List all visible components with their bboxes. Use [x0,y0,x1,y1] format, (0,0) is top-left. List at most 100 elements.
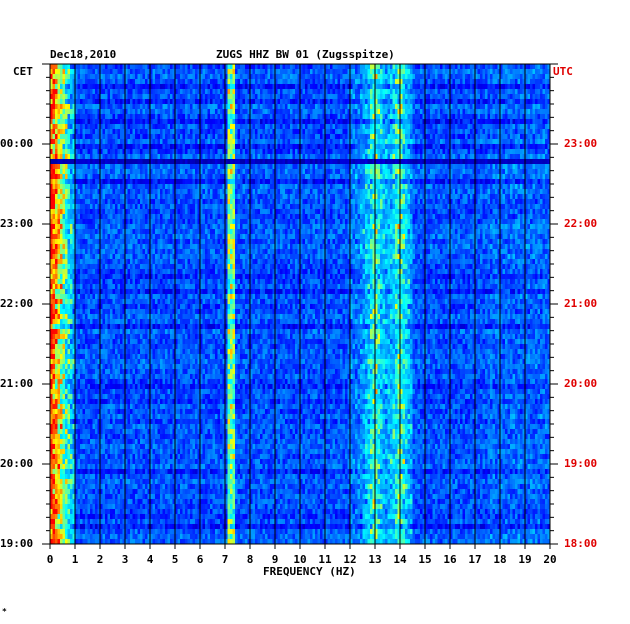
spectrogram-cell [480,89,483,95]
spectrogram-cell [292,179,296,185]
spectrogram-cell [240,69,243,75]
spectrogram-cell [435,144,438,150]
spectrogram-cell [77,114,81,120]
spectrogram-cell [105,144,108,150]
spectrogram-cell [255,79,258,85]
spectrogram-cell [360,94,363,100]
spectrogram-cell [225,179,228,185]
spectrogram-cell [85,134,88,140]
spectrogram-cell [477,174,481,180]
spectrogram-cell [365,134,368,140]
spectrogram-cell [330,129,333,135]
spectrogram-cell [310,119,313,125]
spectrogram-cell [425,164,428,170]
spectrogram-cell [182,99,186,105]
spectrogram-cell [495,79,498,85]
spectrogram-cell [530,184,533,190]
spectrogram-cell [65,149,68,155]
spectrogram-cell [322,169,326,175]
spectrogram-cell [242,69,246,75]
spectrogram-cell [147,109,151,115]
spectrogram-cell [427,119,431,125]
spectrogram-cell [65,129,68,135]
spectrogram-cell [182,169,186,175]
spectrogram-cell [145,74,148,80]
spectrogram-cell [207,134,211,140]
spectrogram-cell [120,114,123,120]
spectrogram-cell [222,129,226,135]
spectrogram-cell [197,174,201,180]
spectrogram-cell [457,119,461,125]
spectrogram-cell [210,69,213,75]
spectrogram-cell [250,164,253,170]
spectrogram-cell [70,114,73,120]
spectrogram-cell [435,94,438,100]
spectrogram-cell [215,129,218,135]
spectrogram-cell [140,124,143,130]
spectrogram-cell [170,164,173,170]
spectrogram-cell [227,164,231,170]
spectrogram-cell [192,169,196,175]
spectrogram-cell [217,139,221,145]
spectrogram-cell [545,179,548,185]
spectrogram-cell [157,144,161,150]
spectrogram-cell [367,134,371,140]
spectrogram-cell [70,89,73,95]
spectrogram-cell [480,184,483,190]
spectrogram-cell [225,109,228,115]
spectrogram-cell [315,74,318,80]
spectrogram-cell [267,179,271,185]
spectrogram-cell [497,144,501,150]
spectrogram-cell [477,134,481,140]
spectrogram-cell [210,124,213,130]
spectrogram-cell [347,64,351,70]
spectrogram-cell [242,64,246,70]
spectrogram-cell [197,169,201,175]
spectrogram-cell [220,64,223,70]
spectrogram-cell [397,129,401,135]
spectrogram-cell [185,84,188,90]
spectrogram-cell [67,94,71,100]
spectrogram-cell [240,159,243,165]
spectrogram-cell [302,64,306,70]
spectrogram-cell [402,69,406,75]
spectrogram-cell [55,74,58,80]
spectrogram-cell [477,114,481,120]
spectrogram-cell [467,104,471,110]
spectrogram-cell [380,179,383,185]
spectrogram-cell [137,64,141,70]
spectrogram-cell [307,79,311,85]
spectrogram-cell [465,89,468,95]
spectrogram-cell [55,104,58,110]
spectrogram-cell [312,149,316,155]
spectrogram-cell [185,64,188,70]
spectrogram-cell [177,89,181,95]
spectrogram-cell [162,109,166,115]
spectrogram-cell [367,169,371,175]
spectrogram-cell [157,114,161,120]
spectrogram-cell [130,114,133,120]
spectrogram-cell [197,129,201,135]
spectrogram-cell [287,124,291,130]
spectrogram-cell [357,164,361,170]
spectrogram-cell [270,99,273,105]
spectrogram-cell [455,119,458,125]
spectrogram-cell [202,74,206,80]
spectrogram-cell [295,179,298,185]
spectrogram-cell [500,169,503,175]
spectrogram-cell [317,64,321,70]
spectrogram-cell [305,64,308,70]
spectrogram-cell [432,64,436,70]
spectrogram-cell [322,64,326,70]
spectrogram-cell [230,179,233,185]
spectrogram-cell [135,154,138,160]
spectrogram-cell [257,179,261,185]
spectrogram-cell [165,139,168,145]
spectrogram-cell [52,164,56,170]
spectrogram-cell [505,64,508,70]
spectrogram-cell [195,64,198,70]
spectrogram-cell [405,159,408,165]
spectrogram-cell [125,164,128,170]
spectrogram-cell [140,109,143,115]
spectrogram-cell [480,144,483,150]
